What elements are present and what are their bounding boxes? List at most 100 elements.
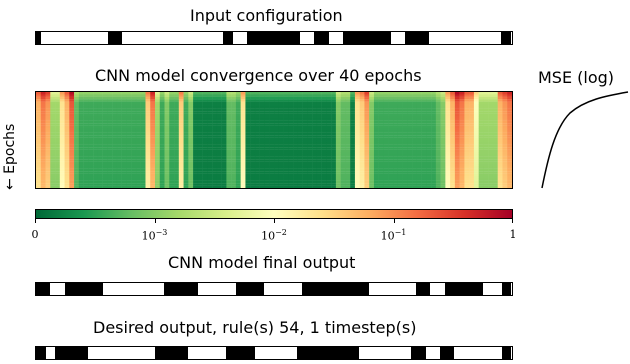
heatmap-cell (235, 120, 241, 124)
heatmap-cell (55, 154, 61, 157)
heatmap-cell (107, 96, 113, 100)
heatmap-cell (55, 94, 61, 97)
heatmap-cell (469, 111, 475, 114)
heatmap-cell (278, 149, 284, 153)
heatmap-cell (359, 183, 365, 186)
heatmap-cell (155, 96, 160, 100)
heatmap-cell (288, 128, 294, 131)
heatmap-cell (155, 159, 160, 162)
heatmap-cell (402, 161, 408, 165)
heatmap-cell (131, 173, 137, 177)
heatmap-cell (473, 140, 479, 143)
heatmap-cell (155, 111, 160, 114)
heatmap-cell (450, 173, 456, 177)
heatmap-cell (464, 118, 470, 121)
heatmap-cell (312, 180, 318, 184)
heatmap-cell (335, 152, 341, 155)
heatmap-cell (459, 106, 465, 109)
heatmap-cell (326, 96, 332, 100)
heatmap-cell (78, 161, 84, 165)
cell (425, 347, 431, 359)
heatmap-cell (40, 132, 46, 136)
heatmap-cell (302, 135, 308, 138)
heatmap-cell (359, 159, 365, 162)
heatmap-cell (59, 168, 65, 172)
heatmap-cell (221, 164, 227, 167)
heatmap-cell (107, 108, 113, 112)
heatmap-cell (50, 128, 56, 131)
heatmap-cell (435, 164, 441, 167)
heatmap-cell (226, 140, 232, 143)
heatmap-cell (293, 101, 299, 105)
heatmap-cell (450, 99, 456, 102)
heatmap-cell (178, 159, 184, 162)
heatmap-cell (64, 99, 70, 102)
heatmap-cell (207, 152, 213, 155)
heatmap-cell (36, 135, 41, 138)
heatmap-cell (59, 142, 65, 145)
heatmap-cell (412, 128, 418, 131)
heatmap-cell (155, 125, 160, 129)
heatmap-cell (478, 135, 484, 138)
heatmap-cell (345, 106, 351, 109)
heatmap-cell (440, 156, 446, 160)
heatmap-cell (340, 96, 346, 100)
heatmap-cell (321, 161, 327, 165)
heatmap-cell (102, 164, 108, 167)
heatmap-cell (473, 154, 479, 157)
heatmap-cell (354, 168, 360, 172)
heatmap-cell (40, 156, 46, 160)
heatmap-cell (145, 147, 151, 150)
heatmap-cell (302, 159, 308, 162)
cell (299, 32, 305, 44)
heatmap-cell (102, 130, 108, 133)
cell (223, 32, 228, 44)
heatmap-cell (155, 168, 160, 172)
heatmap-cell (335, 132, 341, 136)
heatmap-cell (502, 116, 508, 119)
heatmap-cell (145, 108, 151, 112)
heatmap-cell (226, 137, 232, 141)
heatmap-cell (340, 106, 346, 109)
heatmap-cell (373, 144, 379, 148)
heatmap-cell (440, 120, 446, 124)
heatmap-cell (188, 152, 194, 155)
heatmap-cell (112, 180, 118, 184)
heatmap-cell (197, 152, 203, 155)
heatmap-cell (102, 113, 108, 117)
heatmap-cell (231, 152, 237, 155)
heatmap-cell (450, 132, 456, 136)
heatmap-cell (507, 123, 512, 126)
cell (501, 347, 507, 359)
heatmap-cell (507, 101, 512, 105)
heatmap-cell (345, 164, 351, 167)
cell (107, 283, 112, 295)
heatmap-cell (55, 125, 61, 129)
heatmap-cell (259, 140, 265, 143)
heatmap-cell (364, 130, 370, 133)
heatmap-cell (502, 156, 508, 160)
heatmap-cell (364, 161, 370, 165)
heatmap-cell (274, 183, 279, 186)
heatmap-cell (307, 128, 313, 131)
heatmap-cell (459, 152, 465, 155)
heatmap-cell (307, 140, 313, 143)
cell (453, 32, 459, 44)
heatmap-cell (354, 125, 360, 129)
heatmap-cell (416, 171, 422, 174)
heatmap-cell (36, 185, 41, 188)
heatmap-cell (74, 94, 80, 97)
heatmap-cell (107, 154, 113, 157)
heatmap-cell (216, 104, 222, 107)
heatmap-cell (254, 135, 260, 138)
cell (344, 283, 350, 295)
heatmap-cell (359, 178, 365, 181)
heatmap-cell (55, 96, 61, 100)
heatmap-cell (169, 125, 175, 129)
heatmap-cell (407, 173, 413, 177)
heatmap-cell (431, 178, 437, 181)
heatmap-cell (140, 125, 146, 129)
heatmap-cell (45, 154, 51, 157)
heatmap-cell (274, 113, 279, 117)
cell (333, 32, 339, 44)
